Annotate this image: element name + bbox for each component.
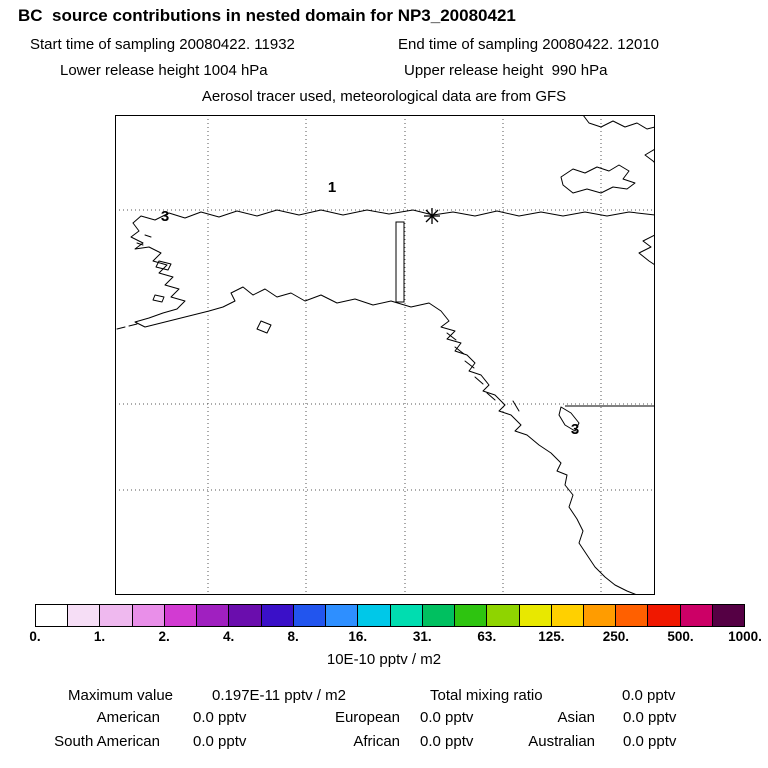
panhandle-islands	[446, 332, 520, 412]
colorbar-tick-label: 125.	[538, 629, 565, 644]
colorbar-tick-label: 0.	[29, 629, 41, 644]
aleutian-islands	[116, 323, 138, 330]
colorbar-cell	[164, 605, 198, 626]
colorbar-tick-label: 2.	[158, 629, 170, 644]
start-time-text: Start time of sampling 20080422. 11932	[30, 36, 295, 53]
colorbar-tick-label: 1.	[93, 629, 106, 644]
colorbar-tick-label: 1000.	[728, 629, 762, 644]
colorbar-cell	[712, 605, 745, 626]
total-mixing-ratio-label: Total mixing ratio	[430, 687, 543, 704]
map-panel: 1 3 3	[115, 114, 656, 600]
right-edge-islands	[638, 148, 656, 266]
colorbar-cell	[132, 605, 165, 626]
colorbar-ticks: 0. 1. 2. 4. 8. 16. 31. 63. 125. 250. 500. 1000.	[29, 629, 762, 645]
max-value-text: 0.197E-11 pptv / m2	[212, 687, 346, 704]
upper-release-height-text: Upper release height 990 hPa	[404, 62, 608, 79]
contribution-value: 0.0 pptv	[623, 733, 677, 750]
map-graticule	[115, 115, 655, 595]
colorbar-cell	[487, 605, 520, 626]
colorbar-tick-label: 31.	[412, 629, 432, 644]
map-label: 3	[161, 208, 169, 225]
contribution-label: American	[96, 709, 160, 726]
tracer-info-text: Aerosol tracer used, meteorological data…	[201, 88, 567, 105]
colorbar-cell	[68, 605, 101, 626]
contribution-label: African	[353, 733, 400, 750]
colorbar-cell	[680, 605, 713, 626]
colorbar-cell	[551, 605, 584, 626]
colorbar-tick-label: 4.	[222, 629, 235, 644]
colorbar-cell	[261, 605, 294, 626]
map-label: 3	[571, 421, 579, 438]
contribution-label: Asian	[557, 709, 595, 726]
colorbar-cell	[390, 605, 423, 626]
max-value-label: Maximum value	[68, 687, 174, 704]
colorbar-cell	[648, 605, 681, 626]
colorbar-cell	[197, 605, 230, 626]
release-box	[395, 221, 405, 303]
lower-release-height-text: Lower release height 1004 hPa	[60, 62, 268, 79]
colorbar-tick-label: 63.	[477, 629, 497, 644]
colorbar-tick-label: 8.	[287, 629, 299, 644]
mainland-west-coastline	[130, 222, 638, 596]
contribution-value: 0.0 pptv	[420, 709, 474, 726]
colorbar-cell	[293, 605, 327, 626]
arctic-coastline	[132, 209, 656, 224]
contributions-grid: American 0.0 pptv European 0.0 pptv Asian 0.0…	[10, 709, 705, 750]
kodiak-island	[256, 320, 272, 334]
colorbar-tick-label: 16.	[348, 629, 368, 644]
colorbar-cell	[358, 605, 391, 626]
coastlines	[116, 114, 656, 596]
map-label: 1	[328, 179, 336, 196]
vancouver-island	[558, 406, 580, 432]
colorbar	[35, 604, 745, 627]
colorbar-units: 10E-10 pptv / m2	[326, 651, 442, 668]
map-svg: 1 3 3	[115, 114, 656, 596]
contribution-value: 0.0 pptv	[623, 709, 677, 726]
total-mixing-ratio-value: 0.0 pptv	[622, 687, 676, 704]
colorbar-cell	[229, 605, 262, 626]
arctic-archipelago-north	[582, 114, 656, 130]
contribution-label: European	[334, 709, 400, 726]
colorbar-cell	[455, 605, 488, 626]
figure-title: BC source contributions in nested domain…	[18, 6, 516, 25]
contribution-value: 0.0 pptv	[193, 733, 247, 750]
colorbar-cell	[326, 605, 359, 626]
contribution-label: Australian	[528, 733, 595, 750]
colorbar-tick-label: 500.	[667, 629, 694, 644]
colorbar-cell	[583, 605, 617, 626]
contribution-value: 0.0 pptv	[420, 733, 474, 750]
map-border	[115, 115, 655, 595]
colorbar-tick-label: 250.	[602, 629, 630, 644]
contribution-value: 0.0 pptv	[193, 709, 247, 726]
colorbar-cell	[519, 605, 552, 626]
colorbar-cell	[100, 605, 133, 626]
colorbar-cell	[36, 605, 69, 626]
colorbar-cell	[422, 605, 456, 626]
colorbar-cell	[616, 605, 649, 626]
end-time-text: End time of sampling 20080422. 12010	[398, 36, 660, 53]
bering-islands	[136, 234, 172, 303]
arctic-archipelago	[560, 164, 636, 194]
contribution-label: South American	[54, 733, 160, 750]
asterisk-marker-icon	[424, 208, 440, 224]
